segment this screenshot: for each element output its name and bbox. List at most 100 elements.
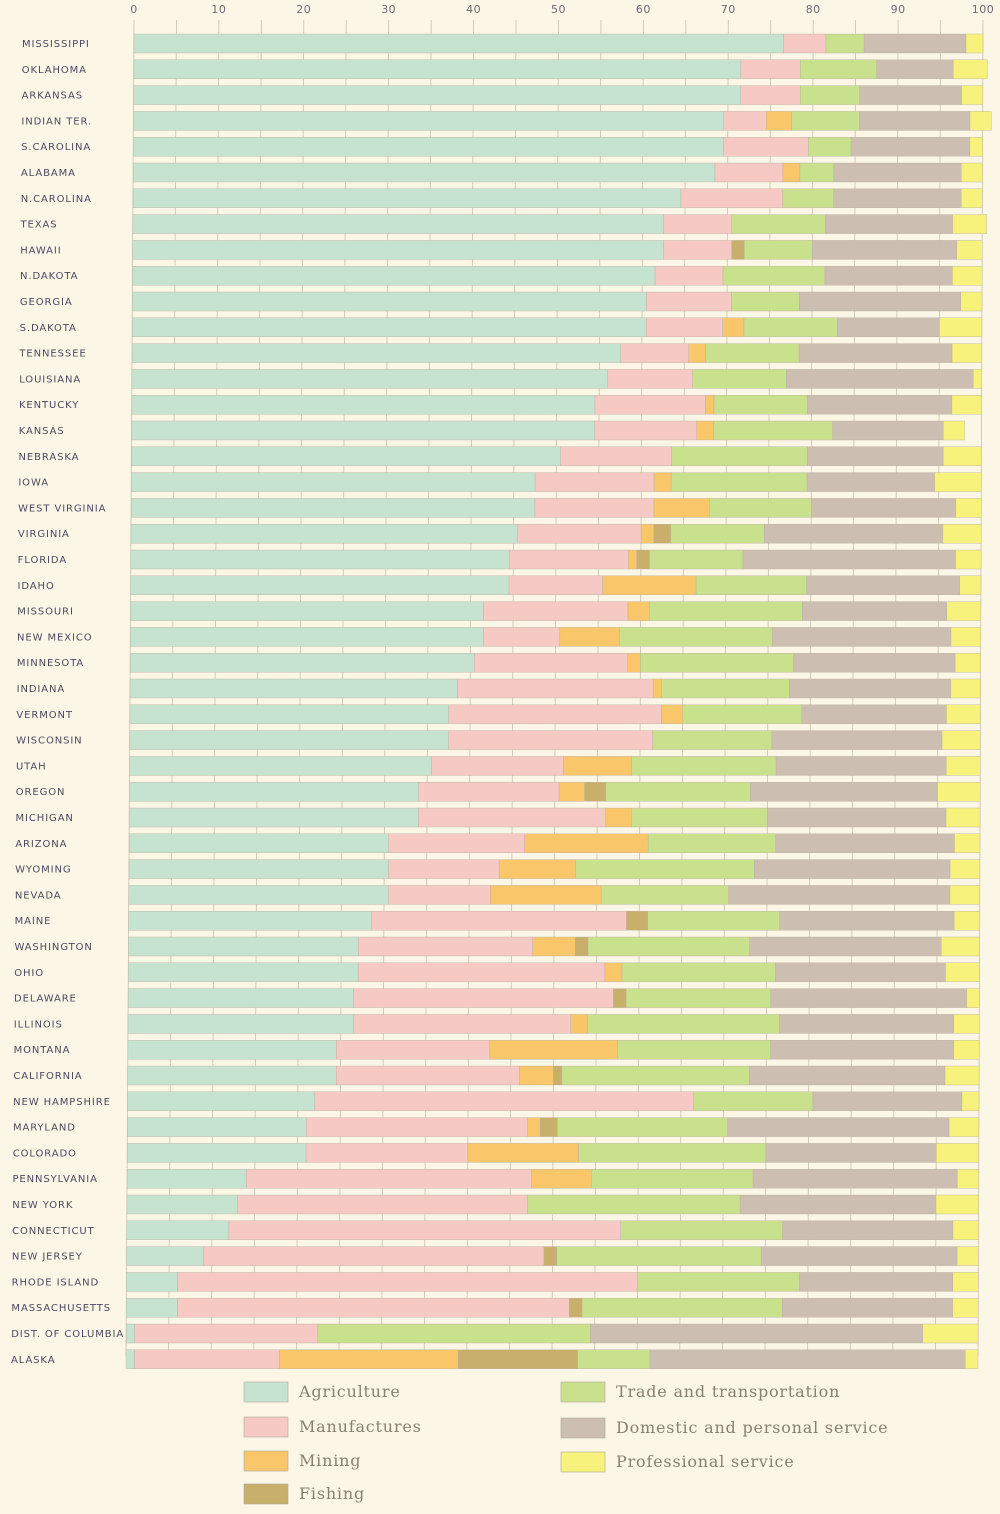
category-label: CONNECTICUT bbox=[12, 1226, 94, 1237]
bar-segment bbox=[722, 266, 826, 286]
bar-segment bbox=[713, 420, 833, 441]
bar-row bbox=[133, 111, 992, 131]
bar-segment bbox=[130, 524, 519, 544]
bar-segment bbox=[575, 859, 755, 879]
category-label: MASSACHUSETTS bbox=[11, 1303, 111, 1314]
bar-segment bbox=[524, 833, 649, 853]
bar-segment bbox=[727, 1117, 950, 1137]
bar-row bbox=[128, 885, 980, 905]
bar-row bbox=[133, 85, 984, 105]
bar-segment bbox=[969, 136, 983, 157]
bar-segment bbox=[652, 730, 773, 750]
category-label: IDAHO bbox=[17, 581, 54, 592]
bar-segment bbox=[783, 33, 827, 54]
bar-segment bbox=[760, 1246, 958, 1266]
bar-segment bbox=[946, 704, 981, 724]
bar-segment bbox=[728, 885, 951, 905]
bar-segment bbox=[953, 911, 980, 931]
bar-row bbox=[131, 343, 983, 363]
bar-segment bbox=[577, 1349, 651, 1370]
bar-segment bbox=[131, 446, 561, 466]
bar-row bbox=[130, 653, 981, 673]
bar-row bbox=[132, 188, 983, 209]
bar-segment bbox=[946, 601, 982, 621]
bar-row bbox=[132, 317, 983, 337]
bar-segment bbox=[936, 1143, 979, 1163]
category-label: NEW MEXICO bbox=[17, 632, 92, 643]
bar-segment bbox=[652, 678, 662, 699]
category-label: PENNSYLVANIA bbox=[13, 1174, 98, 1185]
bar-segment bbox=[942, 524, 982, 544]
bar-segment bbox=[246, 1168, 532, 1189]
row-labels: MISSISSIPPI OKLAHOMA ARKANSAS INDIAN TER. S.… bbox=[11, 39, 123, 1366]
bar-segment bbox=[457, 678, 654, 699]
bar-segment bbox=[127, 1117, 307, 1137]
bar-row bbox=[125, 1323, 979, 1344]
bar-segment bbox=[942, 446, 982, 466]
bar-segment bbox=[575, 936, 589, 957]
bar-segment bbox=[418, 782, 560, 802]
category-label: MINNESOTA bbox=[17, 658, 84, 669]
legend-label: Trade and transportation bbox=[616, 1382, 840, 1401]
bar-segment bbox=[587, 936, 750, 957]
category-label: TENNESSEE bbox=[18, 349, 86, 360]
bar-segment bbox=[131, 420, 596, 441]
category-label: UTAH bbox=[16, 761, 47, 772]
x-tick-label: 70 bbox=[721, 3, 736, 16]
bar-segment bbox=[474, 653, 628, 673]
bar-row bbox=[128, 936, 980, 957]
bar-segment bbox=[581, 1297, 783, 1318]
bar-segment bbox=[670, 524, 765, 544]
bar-segment bbox=[628, 549, 637, 570]
bar-segment bbox=[527, 1117, 541, 1137]
bar-segment bbox=[654, 266, 724, 286]
bar-segment bbox=[560, 446, 672, 466]
bar-segment bbox=[126, 1246, 204, 1266]
bar-segment bbox=[775, 756, 947, 776]
bar-segment bbox=[519, 1065, 554, 1086]
legend-label: Manufactures bbox=[299, 1417, 422, 1436]
bar-row bbox=[133, 136, 983, 157]
bar-segment bbox=[127, 988, 354, 1008]
category-label: KANSAS bbox=[19, 426, 65, 437]
bar-segment bbox=[765, 111, 792, 131]
bar-segment bbox=[961, 162, 983, 183]
legend-item: Domestic and personal service bbox=[560, 1417, 888, 1439]
bar-segment bbox=[782, 162, 801, 183]
category-label: N.DAKOTA bbox=[20, 271, 78, 282]
bar-segment bbox=[132, 317, 647, 337]
bar-segment bbox=[750, 782, 938, 802]
bar-segment bbox=[649, 601, 803, 621]
bar-segment bbox=[782, 188, 834, 209]
x-tick-label: 50 bbox=[551, 3, 566, 16]
bar-segment bbox=[127, 1039, 337, 1060]
bar-segment bbox=[305, 1143, 469, 1163]
category-label: MISSISSIPPI bbox=[22, 39, 90, 50]
bar-segment bbox=[943, 420, 965, 441]
bar-segment bbox=[626, 911, 648, 931]
bar-segment bbox=[646, 317, 723, 337]
x-tick-label: 10 bbox=[211, 3, 226, 16]
bar-row bbox=[129, 730, 981, 750]
bar-segment bbox=[779, 1014, 954, 1034]
bar-segment bbox=[563, 756, 632, 776]
bar-segment bbox=[941, 936, 980, 957]
bar-segment bbox=[653, 472, 672, 492]
bar-segment bbox=[353, 1014, 571, 1034]
bar-segment bbox=[824, 266, 953, 286]
bar-segment bbox=[946, 756, 981, 776]
bar-segment bbox=[587, 1014, 780, 1034]
bar-segment bbox=[129, 678, 458, 699]
bar-segment bbox=[850, 136, 971, 157]
bar-segment bbox=[705, 395, 715, 415]
bar-segment bbox=[950, 627, 981, 647]
bar-segment bbox=[952, 214, 987, 234]
bar-segment bbox=[954, 833, 981, 853]
bar-segment bbox=[965, 1349, 979, 1370]
x-tick-label: 30 bbox=[381, 3, 396, 16]
bar-segment bbox=[527, 1194, 741, 1215]
bar-segment bbox=[661, 704, 683, 724]
bar-segment bbox=[489, 1039, 618, 1060]
bar-segment bbox=[540, 1117, 558, 1137]
category-label: IOWA bbox=[18, 478, 49, 489]
